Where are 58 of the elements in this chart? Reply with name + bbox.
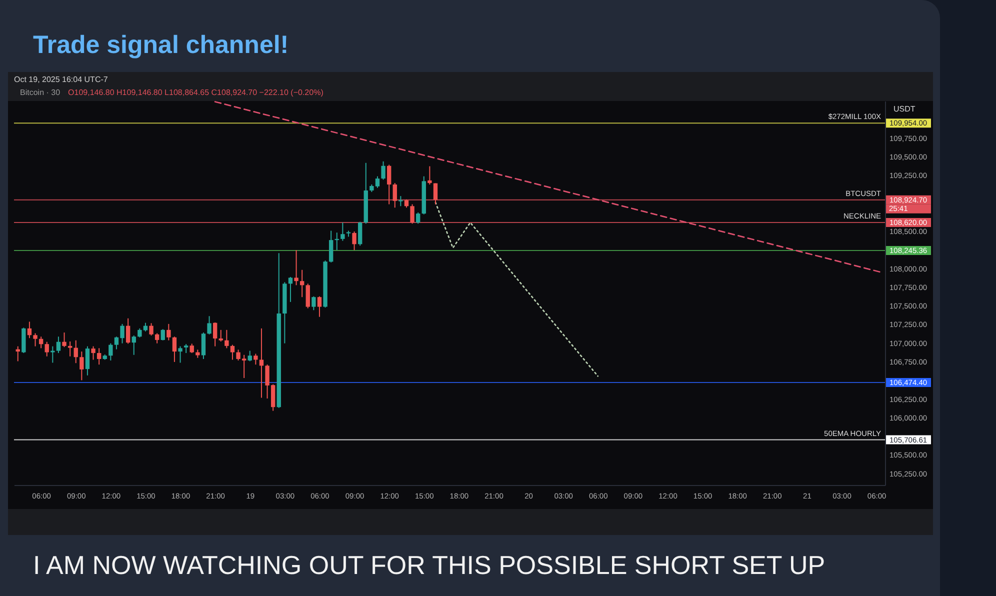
candlestick xyxy=(207,316,212,335)
candlestick xyxy=(96,348,102,366)
candlestick xyxy=(410,204,414,224)
candlestick xyxy=(288,276,293,302)
candlestick xyxy=(91,346,96,360)
candlestick xyxy=(218,329,223,342)
candlestick xyxy=(62,332,66,348)
y-axis-title: USDT xyxy=(894,104,916,114)
candlestick xyxy=(328,230,334,263)
candlestick xyxy=(85,346,90,376)
candlestick xyxy=(294,250,298,286)
candlestick xyxy=(224,329,229,349)
candlestick xyxy=(33,332,38,347)
candlestick xyxy=(80,351,84,381)
candlestick xyxy=(300,269,304,298)
text: I AM NOW WATCHING OUT FOR THIS POSSIBLE SHORT SET UP xyxy=(33,549,826,582)
chart-subtitle: Bitcoin · 30 xyxy=(20,88,60,97)
candlestick xyxy=(317,296,322,318)
candlestick xyxy=(230,344,235,360)
candlestick xyxy=(381,160,386,180)
candlestick xyxy=(416,212,420,224)
candlestick xyxy=(126,318,130,344)
candlestick xyxy=(428,166,432,186)
candlestick xyxy=(27,321,32,339)
candlestick xyxy=(248,350,252,362)
candlestick xyxy=(212,322,218,347)
candlestick xyxy=(160,328,165,341)
candlestick xyxy=(433,182,438,205)
line-series xyxy=(434,202,599,377)
candlestick xyxy=(166,323,171,341)
candlestick xyxy=(44,341,49,357)
candlestick xyxy=(386,164,392,205)
candlestick xyxy=(358,221,362,246)
text: Oct 19, 2025 16:04 UTC-7 xyxy=(14,75,108,85)
candlestick xyxy=(172,336,177,362)
candlestick xyxy=(178,346,182,364)
candlestick xyxy=(352,230,356,251)
candlestick xyxy=(50,346,55,364)
candlestick xyxy=(340,222,345,242)
candlestick xyxy=(56,336,61,354)
candlestick xyxy=(201,332,206,360)
candlestick xyxy=(154,332,160,344)
candlestick xyxy=(149,322,154,336)
candlestick xyxy=(254,353,258,366)
candlestick xyxy=(22,327,26,354)
candlestick xyxy=(74,340,78,364)
candlestick xyxy=(392,182,397,208)
candlestick xyxy=(259,328,264,398)
chart-title: Trade signal channel! xyxy=(33,30,289,60)
candlestick xyxy=(132,335,136,356)
candlestick xyxy=(108,342,113,361)
candlestick xyxy=(398,196,403,207)
candlestick xyxy=(312,296,316,311)
candlestick xyxy=(306,283,310,309)
text: O109,146.80 H109,146.80 L108,864.65 C108,924.70 −222.10 (−0.20%) xyxy=(68,88,324,97)
candlestick xyxy=(190,343,194,354)
candlestick xyxy=(68,340,72,357)
candlestick xyxy=(38,336,44,349)
